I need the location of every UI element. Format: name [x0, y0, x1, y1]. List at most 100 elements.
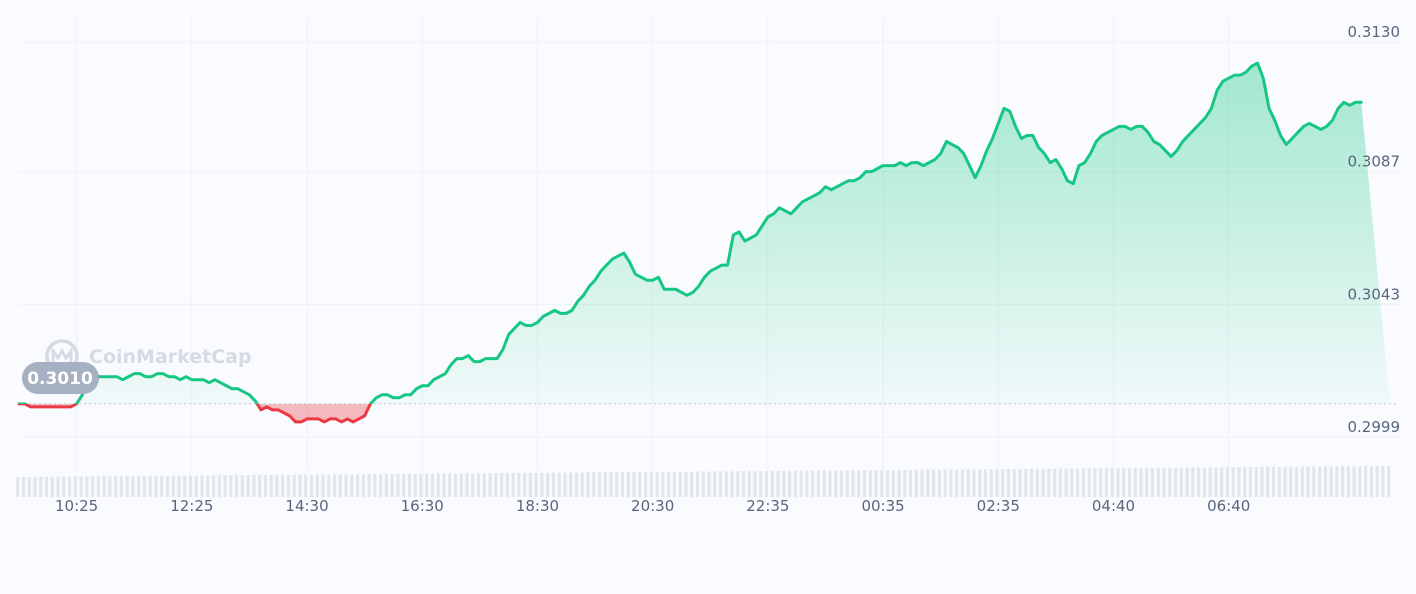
volume-bar [811, 470, 815, 497]
volume-bar [1168, 467, 1172, 497]
y-axis-ticks: 0.3130 0.3087 0.3043 0.2999 [1348, 23, 1401, 436]
volume-bar [1104, 468, 1109, 497]
price-lines [17, 61, 1363, 424]
volume-bar [776, 470, 780, 497]
volume-bar [73, 476, 77, 497]
volume-bar [1202, 467, 1206, 497]
volume-bar [413, 473, 417, 497]
volume-bar [874, 470, 878, 497]
volume-bar [309, 474, 314, 497]
volume-bars [16, 466, 1391, 497]
volume-bar [206, 475, 210, 497]
volume-bar [620, 472, 625, 497]
volume-bar [1156, 467, 1160, 497]
volume-bar [1041, 468, 1045, 497]
volume-bar [701, 471, 705, 497]
volume-bar [91, 476, 95, 497]
volume-bar [569, 472, 573, 497]
volume-bar [1243, 467, 1247, 497]
volume-bar [165, 475, 170, 497]
volume-bar [724, 471, 728, 497]
volume-bar [897, 469, 901, 497]
volume-bar [586, 472, 590, 497]
volume-bar [655, 471, 659, 497]
volume-bar [21, 476, 26, 497]
volume-bar [171, 475, 175, 497]
volume-bar [1029, 468, 1034, 497]
volume-bar [79, 476, 83, 497]
volume-bar [442, 473, 446, 497]
volume-bar [765, 470, 769, 497]
volume-bar [649, 471, 653, 497]
volume-bar [235, 475, 239, 497]
volume-bar [1318, 466, 1322, 497]
volume-bar [154, 475, 158, 497]
volume-bar [920, 469, 924, 497]
volume-bar [50, 476, 54, 497]
volume-bar [1122, 468, 1126, 497]
volume-bar [269, 474, 273, 497]
volume-bar [102, 476, 106, 497]
volume-bar [736, 471, 740, 497]
volume-bar [972, 469, 976, 497]
volume-bar [1064, 468, 1068, 497]
volume-bar [356, 474, 360, 497]
volume-bar [1294, 466, 1299, 497]
volume-bar [217, 475, 221, 497]
volume-bar [822, 470, 826, 497]
volume-bar [1220, 467, 1224, 497]
volume-bar [851, 470, 855, 497]
volume-bar [275, 474, 279, 497]
volume-bar [505, 473, 509, 497]
volume-bar [1341, 466, 1345, 497]
volume-bar [436, 473, 440, 497]
volume-bar [114, 476, 118, 497]
volume-bar [1214, 467, 1218, 497]
y-tick-label-3: 0.2999 [1348, 418, 1401, 436]
volume-bar [1127, 468, 1132, 497]
volume-bar [407, 473, 412, 497]
volume-bar [730, 471, 734, 497]
volume-bar [1300, 466, 1304, 497]
volume-bar [396, 473, 400, 497]
volume-bar [943, 469, 947, 497]
volume-bar [672, 471, 676, 497]
area-fills [19, 63, 1390, 422]
y-tick-label-0: 0.3130 [1348, 23, 1401, 41]
volume-bar [983, 469, 988, 497]
volume-bar [1260, 467, 1264, 497]
volume-bar [845, 470, 849, 497]
volume-bar [332, 474, 337, 497]
volume-bar [131, 476, 135, 497]
volume-bar [782, 470, 786, 497]
volume-bar [828, 470, 832, 497]
volume-bar [551, 472, 556, 497]
volume-bar [286, 474, 291, 497]
volume-bar [592, 472, 596, 497]
volume-bar [1329, 466, 1333, 497]
volume-bar [344, 474, 348, 497]
volume-bar [511, 473, 515, 497]
volume-bar [1058, 468, 1062, 497]
volume-bar [1012, 469, 1016, 497]
x-tick-label-8: 02:35 [977, 497, 1020, 515]
volume-bar [482, 473, 486, 497]
volume-bar [1369, 466, 1374, 497]
volume-bar [932, 469, 936, 497]
volume-bar [27, 476, 31, 497]
x-axis-ticks: 10:25 12:25 14:30 16:30 18:30 20:30 22:35 00:35… [55, 497, 1250, 515]
volume-bar [1323, 466, 1327, 497]
volume-bar [799, 470, 803, 497]
volume-bar [695, 471, 700, 497]
volume-bar [67, 476, 72, 497]
volume-bar [211, 475, 216, 497]
volume-bar [229, 475, 233, 497]
area-below-baseline [24, 403, 371, 422]
x-tick-label-10: 06:40 [1207, 497, 1250, 515]
volume-bar [430, 473, 435, 497]
volume-bar [960, 469, 965, 497]
volume-bar [292, 474, 296, 497]
volume-bar [667, 471, 671, 497]
volume-bar [557, 472, 561, 497]
volume-bar [644, 471, 648, 497]
